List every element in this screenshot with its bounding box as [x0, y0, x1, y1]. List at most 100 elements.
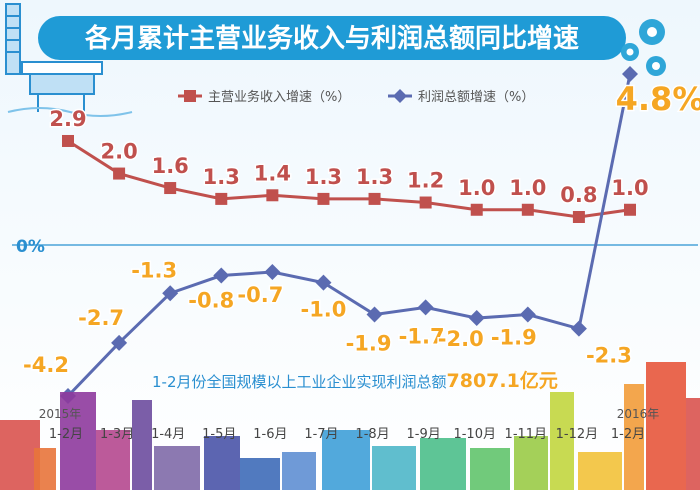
profit-series-data-label: -2.0: [438, 327, 484, 351]
revenue-series-data-label: 1.0: [509, 176, 546, 200]
x-tick-label: 1-9月: [407, 427, 441, 442]
revenue-series-point: [317, 192, 330, 205]
revenue-series-data-label: 1.0: [458, 176, 495, 200]
profit-series-point: [417, 299, 434, 316]
revenue-series-data-label: 1.3: [356, 165, 393, 189]
revenue-series-data-label: 1.4: [254, 161, 291, 185]
annotation-text: 1-2月份全国规模以上工业企业实现利润总额7807.1亿元: [152, 369, 558, 392]
legend-profit-label: 利润总额增速（%）: [418, 90, 534, 105]
profit-series-point: [622, 66, 638, 82]
profit-series-data-label: -1.9: [491, 326, 537, 350]
revenue-series-data-label: 1.3: [203, 165, 240, 189]
skyline-building: [470, 448, 510, 490]
x-tick-label: 1-2月: [49, 427, 83, 442]
revenue-series-point: [266, 189, 279, 202]
skyline-building: [646, 362, 686, 490]
profit-series-data-label: -1.0: [300, 298, 346, 322]
profit-series-data-label: 4.8%: [616, 80, 700, 118]
revenue-series-point: [62, 134, 74, 147]
chart-title: 各月累计主营业务收入与利润总额同比增速: [84, 23, 579, 54]
revenue-series-point: [113, 167, 126, 180]
skyline-building: [282, 452, 316, 490]
profit-series-data-label: -1.9: [346, 332, 392, 356]
revenue-series-data-label: 1.0: [611, 176, 648, 200]
x-axis-labels: 1-2月 1-3月 1-4月 1-5月 1-6月 1-7月 1-8月 1-9月 1-10月 1-1…: [49, 427, 645, 442]
profit-series-point: [468, 310, 485, 327]
skyline-building: [96, 430, 130, 490]
revenue-series-data-label: 1.2: [407, 169, 444, 193]
revenue-series-data-label: 0.8: [560, 183, 597, 207]
revenue-series-point: [521, 203, 534, 216]
chart-legend: 主营业务收入增速（%） 利润总额增速（%）: [178, 89, 534, 105]
skyline-building: [514, 436, 548, 490]
skyline-building: [204, 436, 240, 490]
x-tick-label: 1-8月: [355, 427, 389, 442]
x-tick-label: 1-11月: [505, 427, 548, 442]
profit-series-point: [111, 334, 128, 351]
x-tick-label: 1-12月: [556, 427, 599, 442]
skyline-building: [60, 392, 96, 490]
revenue-series-point: [470, 203, 483, 216]
profit-series-point: [162, 285, 179, 302]
profit-series-point: [213, 267, 230, 284]
x-tick-label: 1-6月: [253, 427, 287, 442]
legend-profit-marker: [393, 89, 407, 103]
skyline-building: [154, 446, 200, 490]
skyline-building: [372, 446, 416, 490]
title-banner: [38, 16, 626, 60]
profit-series-point: [264, 264, 281, 280]
zero-label: 0%: [16, 237, 45, 257]
revenue-series-point: [572, 211, 585, 223]
legend-revenue-marker: [184, 90, 196, 102]
skyline-building: [550, 392, 574, 490]
x-tick-label: 1-4月: [151, 427, 185, 442]
x-tick-label: 1-3月: [100, 427, 134, 442]
skyline-building: [686, 398, 700, 490]
revenue-series-point: [164, 182, 177, 195]
x-tick-label: 1-5月: [202, 427, 236, 442]
plot-area: 2.9 2.0 1.6 1.3 1.4 1.3 1.3 1.2 1.0 1.0 0.8 1.0 -4.2…: [22, 66, 700, 404]
revenue-series-point: [368, 192, 381, 205]
revenue-series-point: [215, 192, 228, 205]
skyline-building: [420, 438, 466, 490]
profit-series-data-label: -1.3: [131, 258, 177, 282]
skyline-building: [624, 384, 644, 490]
profit-series-data-label: -1.7: [399, 324, 445, 348]
revenue-series-line: [67, 139, 631, 219]
revenue-series-data-label: 1.3: [305, 165, 342, 189]
profit-series-point: [519, 306, 536, 323]
year-label-2015: 2015年: [39, 407, 82, 421]
revenue-series-data-label: 1.6: [152, 154, 189, 178]
revenue-series-data-label: 2.0: [100, 140, 137, 164]
annotation-value: 7807.1亿元: [447, 369, 558, 392]
skyline-building: [132, 400, 152, 490]
skyline-building: [0, 420, 40, 490]
oil-rig-illustration: [5, 3, 133, 117]
city-skyline-illustration: [0, 362, 700, 490]
profit-series-data-label: -2.7: [78, 306, 124, 330]
profit-series-point: [315, 274, 332, 291]
profit-series-data-label: -0.7: [237, 283, 283, 307]
revenue-series-point: [624, 203, 636, 216]
revenue-series-data-label: 2.9: [49, 107, 86, 131]
legend-revenue-label: 主营业务收入增速（%）: [208, 89, 350, 105]
gear-icon: [621, 19, 666, 76]
profit-series-line: [66, 73, 632, 398]
year-label-2016: 2016年: [617, 407, 660, 421]
x-tick-label: 1-10月: [453, 427, 496, 442]
revenue-series-point: [419, 196, 432, 209]
x-tick-label: 1-2月: [611, 427, 645, 442]
skyline-building: [240, 458, 280, 490]
skyline-building: [34, 448, 56, 490]
skyline-building: [322, 430, 370, 490]
profit-series-data-label: -4.2: [23, 353, 69, 377]
skyline-building: [578, 452, 622, 490]
annotation-sentence: 1-2月份全国规模以上工业企业实现利润总额: [152, 373, 447, 391]
profit-series-data-label: -0.8: [188, 289, 234, 313]
profit-series-point: [570, 320, 587, 337]
profit-series-data-label: -2.3: [586, 344, 632, 368]
profit-series-point: [366, 306, 383, 323]
x-tick-label: 1-7月: [304, 427, 338, 442]
